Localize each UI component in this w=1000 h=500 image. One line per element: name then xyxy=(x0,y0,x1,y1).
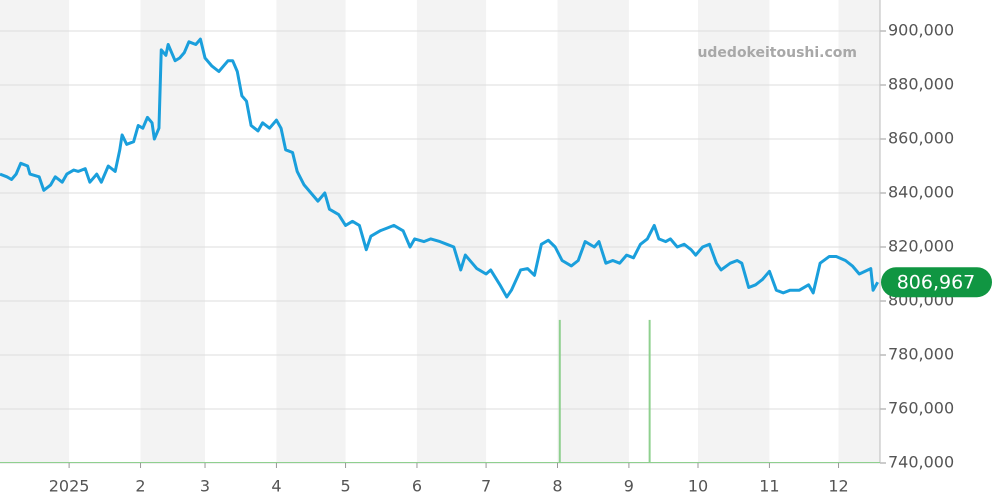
current-badge xyxy=(881,267,992,298)
x-tick-label: 2025 xyxy=(49,477,90,496)
month-band xyxy=(0,0,70,463)
current-label: 806,967 xyxy=(897,272,976,294)
x-tick-label: 12 xyxy=(828,477,848,496)
y-tick-label: 740,000 xyxy=(888,453,954,472)
y-tick-label: 760,000 xyxy=(888,399,954,418)
watermark: udedokeitoushi.com xyxy=(697,45,857,61)
x-tick-label: 4 xyxy=(271,477,281,496)
x-tick-label: 5 xyxy=(340,477,350,496)
month-band xyxy=(276,0,346,463)
y-tick-label: 840,000 xyxy=(888,183,954,202)
x-tick-label: 6 xyxy=(412,477,422,496)
x-tick-label: 11 xyxy=(759,477,779,496)
month-band xyxy=(557,0,629,463)
x-tick-label: 10 xyxy=(688,477,708,496)
y-tick-label: 900,000 xyxy=(888,21,954,40)
x-tick-label: 7 xyxy=(481,477,491,496)
price-line xyxy=(0,37,879,299)
x-tick-label: 2 xyxy=(135,477,145,496)
y-tick-label: 860,000 xyxy=(888,129,954,148)
bands xyxy=(0,0,880,463)
y-tick-label: 820,000 xyxy=(888,237,954,256)
volume-bar xyxy=(648,319,651,463)
y-tick-label: 780,000 xyxy=(888,345,954,364)
x-tick-label: 3 xyxy=(200,477,210,496)
month-band xyxy=(838,0,880,463)
y-tick-label: 880,000 xyxy=(888,75,954,94)
month-band xyxy=(140,0,206,463)
month-band xyxy=(698,0,770,463)
x-tick-label: 8 xyxy=(552,477,562,496)
month-band xyxy=(416,0,487,463)
volume-bar xyxy=(558,319,561,463)
x-tick-label: 9 xyxy=(624,477,634,496)
